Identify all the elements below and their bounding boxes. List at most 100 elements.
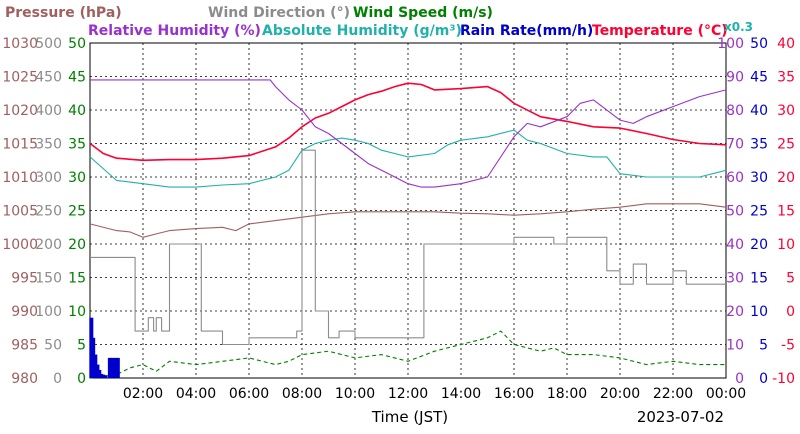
y-tick-label-wind-direction: 300 — [35, 170, 62, 186]
x-tick-label: 06:00 — [229, 386, 269, 402]
y-tick-label-relative-humidity: 20 — [726, 304, 744, 320]
x-tick-label: 18:00 — [547, 386, 587, 402]
x-tick-label: 02:00 — [123, 386, 163, 402]
y-tick-label-rain-rate: 40 — [750, 103, 768, 119]
y-tick-label-pressure: 995 — [11, 271, 38, 287]
y-tick-label-temperature: -10 — [772, 371, 795, 387]
y-tick-label-pressure: 985 — [11, 338, 38, 354]
y-tick-label-wind-speed: 5 — [77, 338, 86, 354]
rain-rate-bar — [99, 373, 104, 378]
legend-temperature: Temperature (°C) — [592, 23, 728, 39]
date-label: 2023-07-02 — [637, 408, 724, 426]
x-tick-label: 16:00 — [494, 386, 534, 402]
y-tick-label-rain-rate: 10 — [750, 304, 768, 320]
y-tick-label-pressure: 1000 — [2, 237, 38, 253]
y-tick-label-rain-rate: 0 — [759, 371, 768, 387]
y-tick-label-pressure: 980 — [11, 371, 38, 387]
y-tick-label-temperature: 5 — [786, 271, 795, 287]
y-tick-label-temperature: -5 — [781, 338, 795, 354]
legend: Pressure (hPa) Wind Direction (°) Wind S… — [5, 5, 753, 39]
y-tick-label-wind-direction: 100 — [35, 304, 62, 320]
x-tick-label: 00:00 — [706, 386, 746, 402]
series-layer — [89, 79, 727, 379]
y-tick-label-rain-rate: 5 — [759, 338, 768, 354]
rain-rate-bar — [91, 337, 96, 378]
y-tick-label-temperature: 40 — [777, 36, 795, 52]
rain-scale-note: x0.3 — [724, 20, 753, 34]
series-line-wind-direction — [90, 149, 726, 346]
y-tick-label-wind-speed: 30 — [68, 170, 86, 186]
y-tick-label-wind-direction: 0 — [53, 371, 62, 387]
x-tick-label: 14:00 — [441, 386, 481, 402]
y-tick-label-rain-rate: 45 — [750, 70, 768, 86]
series-line-relative-humidity — [90, 79, 727, 188]
x-axis-title: Time (JST) — [371, 408, 448, 426]
legend-absolute-humidity: Absolute Humidity (g/m³) — [262, 23, 462, 39]
y-tick-label-wind-direction: 150 — [35, 271, 62, 287]
x-tick-label: 04:00 — [176, 386, 216, 402]
y-tick-label-temperature: 10 — [777, 237, 795, 253]
y-tick-label-relative-humidity: 100 — [717, 36, 744, 52]
y-tick-label-wind-speed: 45 — [68, 70, 86, 86]
y-tick-label-pressure: 1025 — [2, 70, 38, 86]
y-tick-label-relative-humidity: 0 — [735, 371, 744, 387]
x-tick-label: 10:00 — [335, 386, 375, 402]
series-line-pressure-hpa — [89, 203, 727, 238]
rain-rate-bar — [110, 357, 115, 378]
legend-pressure: Pressure (hPa) — [5, 5, 122, 21]
y-tick-label-rain-rate: 50 — [750, 36, 768, 52]
y-tick-label-rain-rate: 35 — [750, 137, 768, 153]
y-tick-label-pressure: 1015 — [2, 137, 38, 153]
rain-rate-bar — [103, 375, 108, 378]
y-tick-label-temperature: 35 — [777, 70, 795, 86]
rain-rate-bar — [93, 354, 98, 378]
y-tick-label-wind-speed: 50 — [68, 36, 86, 52]
y-tick-label-wind-speed: 15 — [68, 271, 86, 287]
y-tick-label-wind-direction: 250 — [35, 204, 62, 220]
y-tick-label-relative-humidity: 10 — [726, 338, 744, 354]
y-tick-label-relative-humidity: 40 — [726, 237, 744, 253]
y-tick-label-relative-humidity: 70 — [726, 137, 744, 153]
x-tick-label: 08:00 — [282, 386, 322, 402]
y-tick-label-pressure: 990 — [11, 304, 38, 320]
axis-labels: 9809859909951000100510101015102010251030… — [2, 36, 795, 402]
x-tick-label: 12:00 — [388, 386, 428, 402]
y-tick-label-relative-humidity: 80 — [726, 103, 744, 119]
rain-rate-bar — [107, 357, 112, 378]
y-tick-label-pressure: 1020 — [2, 103, 38, 119]
legend-relative-humidity: Relative Humidity (%) — [88, 23, 261, 39]
y-tick-label-relative-humidity: 30 — [726, 271, 744, 287]
y-tick-label-temperature: 0 — [786, 304, 795, 320]
y-tick-label-temperature: 25 — [777, 137, 795, 153]
y-tick-label-wind-speed: 35 — [68, 137, 86, 153]
series-line-absolute-humidity-g-m — [89, 129, 727, 188]
y-tick-label-wind-speed: 20 — [68, 237, 86, 253]
y-tick-label-temperature: 30 — [777, 103, 795, 119]
y-tick-label-temperature: 20 — [777, 170, 795, 186]
legend-wind-direction: Wind Direction (°) — [208, 5, 350, 21]
y-tick-label-pressure: 1030 — [2, 36, 38, 52]
series-line-wind-speed-m-s — [89, 330, 726, 379]
y-tick-label-rain-rate: 20 — [750, 237, 768, 253]
y-tick-label-wind-direction: 50 — [44, 338, 62, 354]
series-line-temperature-c — [89, 82, 727, 162]
y-tick-label-relative-humidity: 50 — [726, 204, 744, 220]
y-tick-label-wind-direction: 400 — [35, 103, 62, 119]
y-tick-label-pressure: 1005 — [2, 204, 38, 220]
y-tick-label-wind-direction: 500 — [35, 36, 62, 52]
rain-rate-bar — [101, 374, 106, 378]
x-tick-label: 22:00 — [653, 386, 693, 402]
y-tick-label-relative-humidity: 60 — [726, 170, 744, 186]
y-tick-label-wind-direction: 200 — [35, 237, 62, 253]
legend-rain-rate: Rain Rate(mm/h) — [460, 23, 593, 39]
rain-rate-bar — [97, 369, 102, 378]
y-tick-label-wind-speed: 10 — [68, 304, 86, 320]
y-tick-label-pressure: 1010 — [2, 170, 38, 186]
y-tick-label-wind-speed: 40 — [68, 103, 86, 119]
rain-rate-bar — [113, 357, 118, 378]
y-tick-label-relative-humidity: 90 — [726, 70, 744, 86]
y-tick-label-wind-direction: 450 — [35, 70, 62, 86]
y-tick-label-rain-rate: 30 — [750, 170, 768, 186]
